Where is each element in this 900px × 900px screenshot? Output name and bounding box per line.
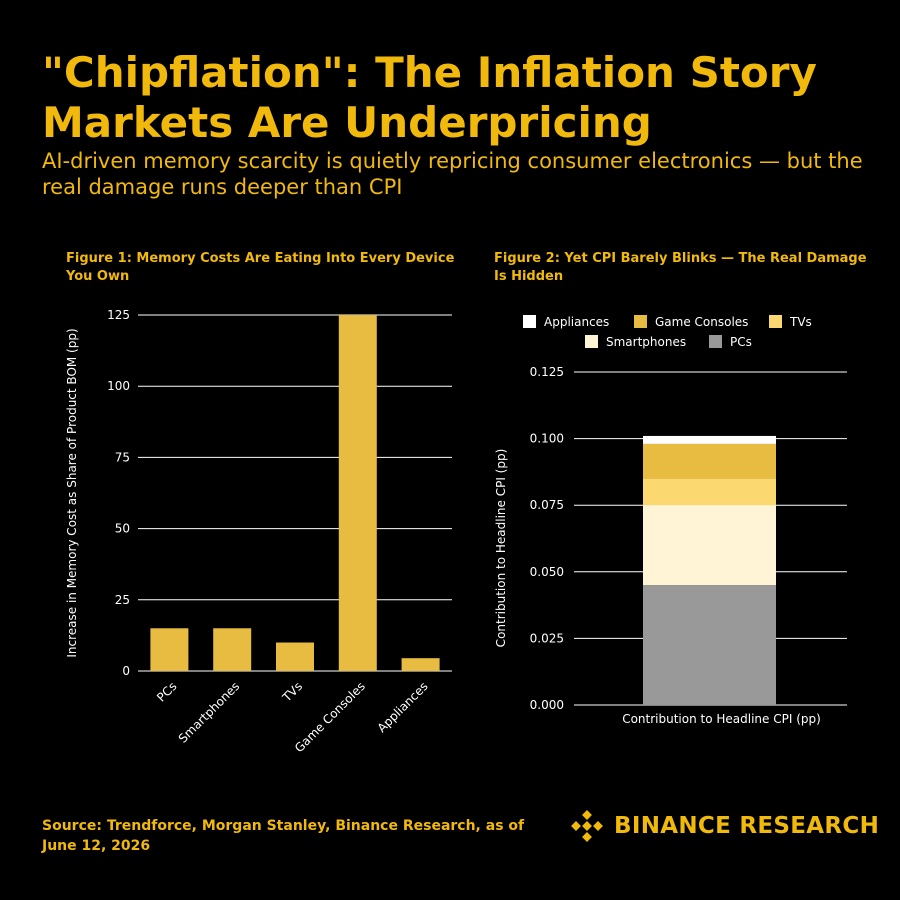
fig2-legend-label: TVs xyxy=(789,315,812,329)
source-note: Source: Trendforce, Morgan Stanley, Bina… xyxy=(42,818,525,854)
page-subtitle: AI-driven memory scarcity is quietly rep… xyxy=(42,149,863,199)
fig2-segment-tvs xyxy=(643,478,776,506)
page-title: "Chipflation": The Inflation Story Marke… xyxy=(42,48,817,147)
fig2-y-tick-label: 0.075 xyxy=(530,498,564,512)
fig2-y-tick-label: 0.100 xyxy=(530,432,564,446)
fig2-legend-label: Smartphones xyxy=(606,335,686,349)
fig1-bar-game-consoles xyxy=(338,315,377,671)
fig2-x-axis-label: Contribution to Headline CPI (pp) xyxy=(622,712,821,726)
fig2-legend-swatch xyxy=(769,315,782,328)
fig2-y-tick-label: 0.025 xyxy=(530,631,564,645)
figure-1-title: Figure 1: Memory Costs Are Eating Into E… xyxy=(66,251,455,284)
fig2-legend-label: PCs xyxy=(730,335,752,349)
brand-lockup: BINANCE RESEARCH xyxy=(570,806,879,846)
fig2-y-tick-label: 0.125 xyxy=(530,365,564,379)
fig1-bar-smartphones xyxy=(213,628,252,671)
figure-2-title: Figure 2: Yet CPI Barely Blinks — The Re… xyxy=(494,251,867,284)
fig2-y-tick-label: 0.050 xyxy=(530,565,564,579)
fig1-y-tick-label: 50 xyxy=(115,522,130,536)
fig2-segment-appliances xyxy=(643,435,776,444)
fig2-segment-pcs xyxy=(643,585,776,705)
fig1-bar-appliances xyxy=(401,658,440,671)
fig1-y-tick-label: 75 xyxy=(115,450,130,464)
fig2-segment-game-consoles xyxy=(643,443,776,479)
fig1-y-tick-label: 125 xyxy=(107,308,130,322)
fig2-legend-label: Game Consoles xyxy=(655,315,748,329)
fig1-y-tick-label: 100 xyxy=(107,379,130,393)
fig2-y-axis-label: Contribution to Headline CPI (pp) xyxy=(494,449,508,648)
fig2-legend-swatch xyxy=(523,315,536,328)
fig2-legend-swatch xyxy=(585,335,598,348)
fig1-y-tick-label: 25 xyxy=(115,593,130,607)
fig1-bar-tvs xyxy=(276,642,314,671)
fig1-y-tick-label: 0 xyxy=(122,664,130,678)
binance-diamond-logo-icon xyxy=(571,810,603,842)
brand-name: BINANCE RESEARCH xyxy=(614,813,880,839)
fig2-legend-swatch xyxy=(634,315,647,328)
fig2-y-tick-label: 0.000 xyxy=(530,698,564,712)
fig1-y-axis-label: Increase in Memory Cost as Share of Prod… xyxy=(65,328,79,657)
fig2-legend-label: Appliances xyxy=(544,315,609,329)
fig2-segment-smartphones xyxy=(643,505,776,586)
fig2-legend-swatch xyxy=(709,335,722,348)
fig1-bar-pcs xyxy=(150,628,189,671)
